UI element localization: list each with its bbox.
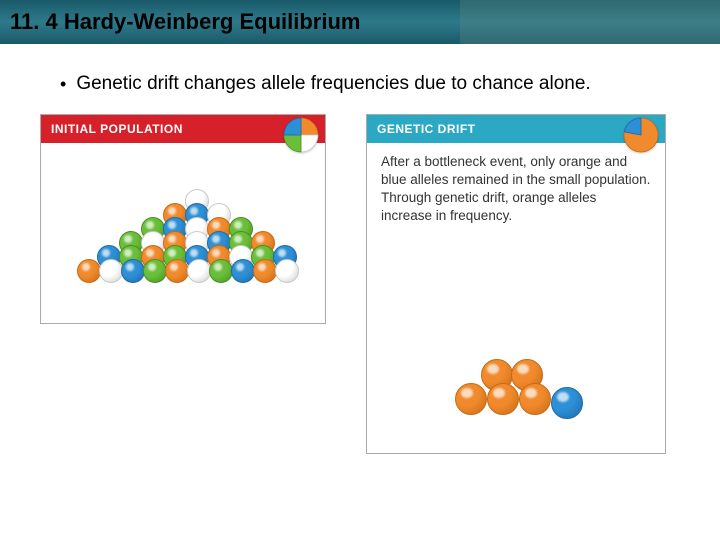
header-title: 11. 4 Hardy-Weinberg Equilibrium — [10, 9, 360, 35]
bullet-line: • Genetic drift changes allele frequenci… — [60, 72, 660, 96]
panel-title-drift: GENETIC DRIFT — [377, 122, 476, 136]
bullet-area: • Genetic drift changes allele frequenci… — [0, 44, 720, 114]
panel-genetic-drift: GENETIC DRIFT After a bottleneck event, … — [366, 114, 666, 454]
panel-title-initial: INITIAL POPULATION — [51, 122, 183, 136]
allele-ball — [231, 259, 255, 283]
pie-chart-initial — [283, 117, 319, 153]
allele-ball — [165, 259, 189, 283]
drift-description: After a bottleneck event, only orange an… — [381, 153, 651, 225]
slide-header: 11. 4 Hardy-Weinberg Equilibrium — [0, 0, 720, 44]
allele-ball — [143, 259, 167, 283]
allele-pile-drift — [445, 349, 595, 439]
allele-ball — [121, 259, 145, 283]
panel-initial-population: INITIAL POPULATION — [40, 114, 326, 324]
panel-header-drift: GENETIC DRIFT — [367, 115, 665, 143]
allele-ball — [551, 387, 583, 419]
allele-ball — [99, 259, 123, 283]
allele-pile-initial — [81, 189, 291, 309]
bullet-dot-icon: • — [60, 72, 66, 96]
allele-ball — [77, 259, 101, 283]
allele-ball — [187, 259, 211, 283]
allele-ball — [209, 259, 233, 283]
allele-ball — [253, 259, 277, 283]
allele-ball — [519, 383, 551, 415]
panels-row: INITIAL POPULATION GENETIC DRIFT After a… — [0, 114, 720, 454]
allele-ball — [275, 259, 299, 283]
allele-ball — [455, 383, 487, 415]
panel-body-drift: After a bottleneck event, only orange an… — [367, 143, 665, 235]
allele-ball — [487, 383, 519, 415]
bullet-text: Genetic drift changes allele frequencies… — [76, 72, 590, 96]
pie-chart-drift — [623, 117, 659, 153]
